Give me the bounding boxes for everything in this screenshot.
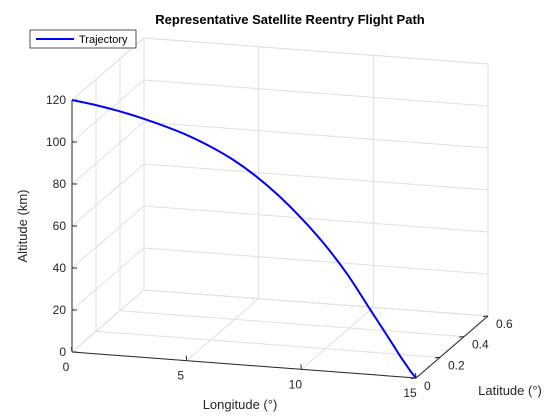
grid-z-left-2: [71, 205, 145, 269]
grid-z-left-3: [71, 163, 145, 227]
y-axis-label: Latitude (°): [478, 383, 542, 398]
grid-z-back-0: [143, 289, 489, 317]
y-tick-mark-3: [482, 315, 489, 317]
x-tick-label-0: 0: [63, 360, 70, 374]
grid-z-back-6: [143, 37, 489, 65]
z-tick-label-2: 40: [53, 261, 67, 275]
grid-y-floor-1: [95, 330, 441, 358]
grid-x-floor-2: [301, 306, 374, 370]
series-line-trajectory: [71, 99, 417, 379]
z-tick-label-6: 120: [46, 93, 66, 107]
y-tick-mark-2: [458, 336, 465, 338]
series-group: [71, 99, 417, 379]
y-tick-label-0: 0: [424, 379, 431, 393]
grid-z-back-5: [143, 79, 489, 107]
tick-labels: 0 5 10 15 0 0.2 0.4 0.6 0 20 40 60 80 100 120: [46, 93, 513, 400]
z-axis-label: Altitude (km): [15, 190, 30, 263]
y-tick-mark-1: [434, 356, 441, 359]
y-tick-label-1: 0.2: [448, 358, 465, 372]
grid-z-left-4: [71, 121, 145, 185]
legend-label-trajectory: Trajectory: [79, 34, 128, 46]
grid-x-floor-1: [186, 298, 259, 362]
x-tick-mark-2: [300, 364, 302, 370]
grid-z-left-1: [71, 247, 145, 311]
legend-box: [29, 29, 137, 49]
grid-z-back-4: [143, 121, 489, 149]
x-tick-mark-1: [185, 355, 188, 361]
axes-box-edges: [71, 99, 489, 379]
x-axis-line: [71, 351, 417, 379]
x-axis-label: Longitude (°): [203, 397, 278, 412]
y-tick-label-3: 0.6: [496, 317, 513, 331]
grid-lines: [71, 37, 489, 379]
grid-z-left-5: [71, 79, 145, 143]
grid-z-back-3: [143, 163, 489, 191]
x-tick-label-2: 10: [289, 377, 303, 391]
grid-z-back-2: [143, 205, 489, 233]
x-tick-mark-0: [71, 346, 73, 353]
chart-title: Representative Satellite Reentry Flight …: [155, 12, 425, 27]
grid-z-left-0: [71, 289, 145, 353]
legend: Trajectory: [29, 29, 137, 49]
y-tick-label-2: 0.4: [472, 338, 489, 352]
z-tick-label-5: 100: [46, 135, 66, 149]
axes-back-panes: [71, 37, 489, 379]
z-tick-label-1: 20: [53, 303, 67, 317]
grid-z-back-1: [143, 247, 489, 275]
z-tick-label-4: 80: [53, 177, 67, 191]
grid-y-floor-2: [119, 310, 465, 338]
y-axis-line: [415, 315, 489, 379]
z-tick-label-3: 60: [53, 219, 67, 233]
x-tick-label-3: 15: [403, 386, 417, 400]
z-tick-label-0: 0: [59, 345, 66, 359]
x-tick-label-1: 5: [177, 369, 184, 383]
